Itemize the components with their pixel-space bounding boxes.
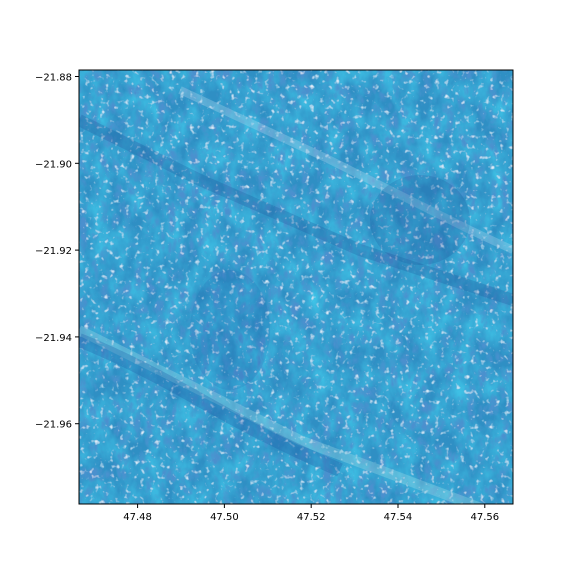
x-axis: 47.48 47.50 47.52 47.54 47.56 xyxy=(123,504,499,523)
valley-line-upper xyxy=(178,86,513,254)
ridge-shadow-lower xyxy=(79,333,343,477)
x-tick-label: 47.48 xyxy=(123,512,152,523)
dark-patch xyxy=(190,270,270,390)
valley-line-lower xyxy=(79,325,485,504)
x-tick-label: 47.54 xyxy=(384,512,413,523)
y-axis: −21.88 −21.90 −21.92 −21.94 −21.96 xyxy=(35,73,79,431)
x-tick-label: 47.50 xyxy=(210,512,239,523)
y-tick-label: −21.94 xyxy=(35,333,72,344)
satellite-raster xyxy=(79,70,513,504)
x-tick-label: 47.52 xyxy=(297,512,326,523)
y-tick-label: −21.96 xyxy=(35,420,72,431)
ridge-shadow xyxy=(79,114,513,306)
y-tick-label: −21.92 xyxy=(35,246,72,257)
dark-patch xyxy=(370,175,470,265)
y-tick-label: −21.90 xyxy=(35,159,72,170)
raster-texture xyxy=(79,70,513,504)
y-tick-label: −21.88 xyxy=(35,73,72,84)
x-tick-label: 47.56 xyxy=(470,512,499,523)
axes-frame xyxy=(78,69,514,505)
